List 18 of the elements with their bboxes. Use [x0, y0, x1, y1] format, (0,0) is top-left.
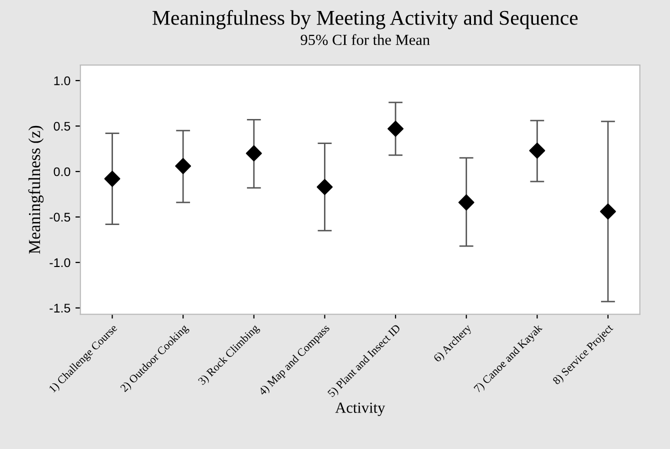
y-tick-label: -1.5	[50, 304, 70, 313]
point	[600, 204, 616, 220]
chart-title: Meaningfulness by Meeting Activity and Sequence	[152, 10, 578, 30]
chart-subtitle: 95% CI for the Mean	[300, 34, 430, 46]
y-tick-label: 0.0	[54, 167, 70, 176]
y-axis-title: Meaningfulness (z)	[28, 126, 44, 254]
y-tick-label: 1.0	[54, 76, 70, 86]
point	[458, 194, 474, 210]
point	[175, 158, 192, 174]
y-tick-label: -0.5	[50, 212, 70, 222]
point	[246, 145, 262, 162]
point	[104, 170, 120, 187]
point	[316, 178, 333, 195]
y-tick-label: 0.5	[54, 122, 70, 131]
point	[529, 142, 546, 159]
x-axis-title: Activity	[335, 402, 386, 416]
y-tick-label: -1.0	[50, 258, 70, 268]
point	[388, 120, 404, 137]
